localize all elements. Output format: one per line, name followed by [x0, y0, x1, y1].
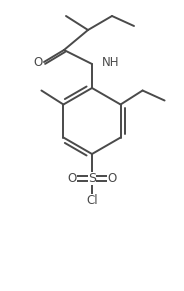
Text: Cl: Cl — [86, 194, 98, 207]
Text: S: S — [88, 171, 96, 184]
Text: O: O — [107, 171, 117, 184]
Text: O: O — [67, 171, 77, 184]
Text: NH: NH — [102, 56, 119, 70]
Text: O: O — [33, 56, 43, 68]
